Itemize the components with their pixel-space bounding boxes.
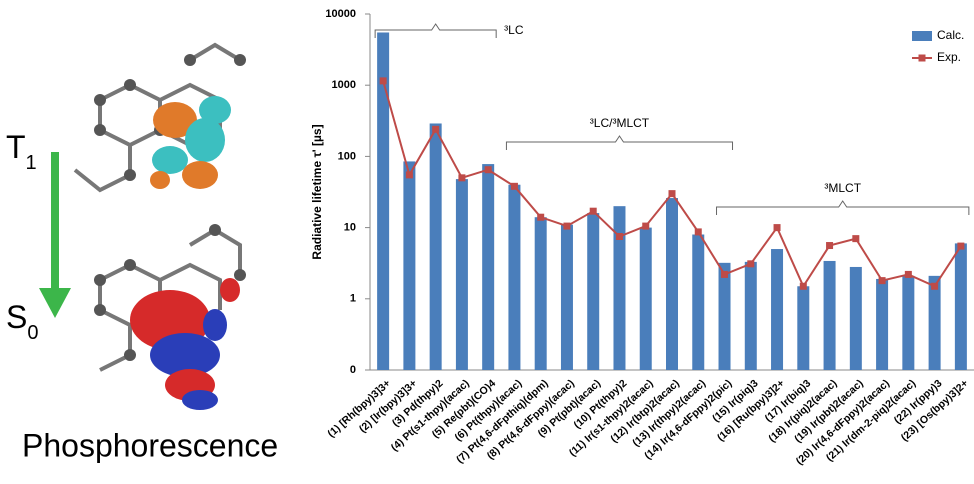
state-symbol: T bbox=[6, 129, 26, 165]
state-label: S0 bbox=[6, 299, 38, 344]
marker bbox=[826, 242, 834, 250]
marker bbox=[773, 224, 781, 232]
marker bbox=[957, 242, 965, 250]
bracket bbox=[716, 200, 970, 215]
annotation: ³MLCT bbox=[824, 181, 861, 195]
bar bbox=[954, 243, 967, 370]
caption: Phosphorescence bbox=[22, 427, 278, 463]
marker bbox=[694, 228, 702, 236]
y-tick-label: 0 bbox=[350, 364, 356, 376]
bar bbox=[771, 249, 784, 370]
bar bbox=[613, 206, 626, 370]
marker bbox=[379, 77, 387, 85]
bar bbox=[744, 261, 757, 370]
y-tick-label: 10000 bbox=[325, 8, 356, 20]
bar bbox=[876, 278, 889, 370]
marker bbox=[458, 174, 466, 182]
marker bbox=[563, 222, 571, 230]
marker bbox=[852, 235, 860, 243]
bar bbox=[823, 260, 836, 370]
bar bbox=[587, 213, 600, 370]
bar bbox=[377, 32, 390, 370]
legend-label: Exp. bbox=[937, 50, 961, 64]
bar bbox=[692, 234, 705, 370]
bar bbox=[718, 262, 731, 370]
y-tick-label: 100 bbox=[338, 150, 356, 162]
annotation: ³LC/³MLCT bbox=[590, 116, 650, 130]
bar bbox=[455, 179, 468, 370]
bar bbox=[928, 275, 941, 370]
marker bbox=[537, 213, 545, 221]
marker bbox=[405, 171, 413, 179]
marker bbox=[642, 222, 650, 230]
marker bbox=[432, 125, 440, 133]
y-tick-label: 1000 bbox=[332, 79, 356, 91]
marker bbox=[799, 282, 807, 290]
annotation: ³LC bbox=[504, 23, 524, 37]
marker bbox=[747, 260, 755, 268]
state-subscript: 1 bbox=[26, 152, 37, 174]
marker bbox=[589, 207, 597, 215]
marker bbox=[484, 166, 492, 174]
bracket bbox=[374, 23, 497, 38]
marker bbox=[510, 182, 518, 190]
bar bbox=[508, 184, 521, 370]
bar bbox=[534, 217, 547, 370]
state-label: T1 bbox=[6, 129, 37, 174]
molecule-illustration bbox=[39, 42, 246, 410]
bar bbox=[639, 227, 652, 370]
bar bbox=[849, 266, 862, 370]
bar bbox=[666, 198, 678, 370]
bar bbox=[482, 164, 495, 370]
bracket bbox=[505, 135, 734, 150]
bar bbox=[797, 286, 810, 370]
y-axis-label: Radiative lifetime τ' [µs] bbox=[310, 124, 324, 259]
state-symbol: S bbox=[6, 299, 27, 335]
marker bbox=[721, 270, 729, 278]
legend-label: Calc. bbox=[937, 28, 964, 42]
marker bbox=[615, 232, 623, 240]
marker bbox=[904, 270, 912, 278]
marker bbox=[878, 277, 886, 285]
bar bbox=[902, 275, 915, 370]
bar bbox=[560, 224, 573, 370]
state-subscript: 0 bbox=[27, 322, 38, 344]
y-tick-label: 10 bbox=[344, 222, 356, 234]
marker bbox=[668, 190, 676, 198]
legend-swatch bbox=[912, 31, 932, 41]
y-tick-label: 1 bbox=[350, 293, 356, 305]
bar bbox=[403, 161, 416, 370]
bar bbox=[429, 123, 442, 370]
legend-swatch bbox=[918, 54, 926, 62]
marker bbox=[931, 282, 939, 290]
